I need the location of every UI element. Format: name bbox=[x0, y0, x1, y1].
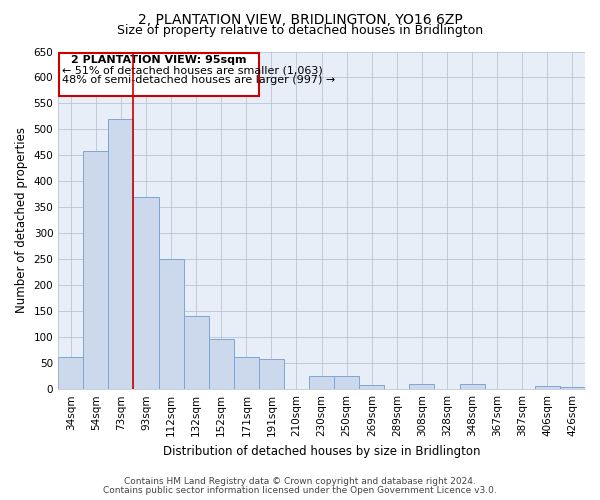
Bar bbox=[234, 357, 259, 389]
Text: ← 51% of detached houses are smaller (1,063): ← 51% of detached houses are smaller (1,… bbox=[62, 66, 323, 76]
Bar bbox=[83, 151, 109, 389]
Bar bbox=[109, 119, 133, 389]
Bar bbox=[460, 384, 485, 389]
Bar bbox=[535, 386, 560, 389]
Bar bbox=[59, 52, 259, 96]
Bar bbox=[58, 357, 83, 389]
X-axis label: Distribution of detached houses by size in Bridlington: Distribution of detached houses by size … bbox=[163, 444, 481, 458]
Text: 2, PLANTATION VIEW, BRIDLINGTON, YO16 6ZP: 2, PLANTATION VIEW, BRIDLINGTON, YO16 6Z… bbox=[137, 12, 463, 26]
Bar bbox=[158, 260, 184, 389]
Text: 2 PLANTATION VIEW: 95sqm: 2 PLANTATION VIEW: 95sqm bbox=[71, 56, 247, 66]
Bar bbox=[259, 359, 284, 389]
Text: Contains public sector information licensed under the Open Government Licence v3: Contains public sector information licen… bbox=[103, 486, 497, 495]
Text: 48% of semi-detached houses are larger (997) →: 48% of semi-detached houses are larger (… bbox=[62, 75, 335, 85]
Bar bbox=[560, 386, 585, 389]
Y-axis label: Number of detached properties: Number of detached properties bbox=[15, 128, 28, 314]
Text: Size of property relative to detached houses in Bridlington: Size of property relative to detached ho… bbox=[117, 24, 483, 37]
Bar bbox=[409, 384, 434, 389]
Bar bbox=[334, 376, 359, 389]
Bar bbox=[359, 385, 385, 389]
Text: Contains HM Land Registry data © Crown copyright and database right 2024.: Contains HM Land Registry data © Crown c… bbox=[124, 477, 476, 486]
Bar bbox=[184, 316, 209, 389]
Bar bbox=[309, 376, 334, 389]
Bar bbox=[209, 340, 234, 389]
Bar bbox=[133, 197, 158, 389]
